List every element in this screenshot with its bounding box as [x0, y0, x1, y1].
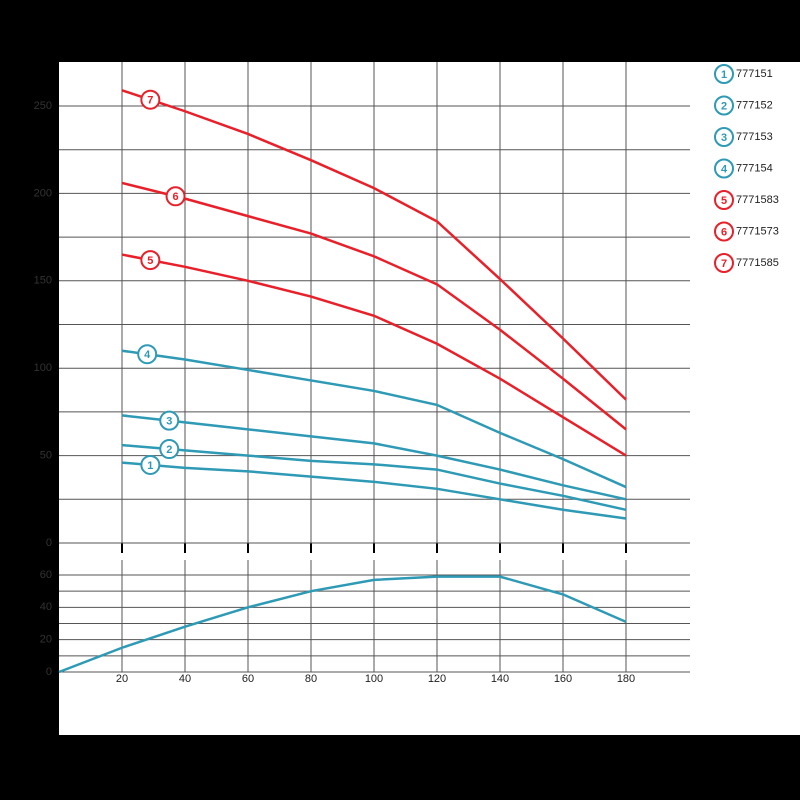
- legend-marker-label: 4: [721, 163, 728, 175]
- y-tick-label: 0: [46, 666, 52, 678]
- legend-label: 777154: [736, 162, 773, 174]
- x-tick-label: 80: [305, 673, 317, 685]
- legend-marker: [714, 221, 734, 242]
- y-tick-label: 20: [40, 634, 52, 646]
- legend-marker: [714, 64, 734, 84]
- curve-marker: [165, 186, 186, 207]
- line-series: [58, 575, 627, 674]
- background: [0, 62, 800, 735]
- curve-marker: [159, 439, 180, 460]
- legend-marker-label: 2: [721, 100, 727, 112]
- curve-marker-label: 2: [166, 444, 172, 456]
- x-tick-label: 160: [554, 673, 572, 685]
- y-tick-label: 200: [34, 187, 52, 199]
- y-tick-label: 60: [40, 569, 52, 581]
- legend-marker-label: 5: [721, 195, 727, 207]
- curve-marker: [140, 250, 161, 271]
- y-tick-label: 0: [46, 537, 52, 549]
- curve-marker-label: 7: [147, 95, 153, 107]
- legend-label: 777152: [736, 99, 773, 111]
- legend-label: 7771585: [736, 257, 779, 269]
- legend-marker: [714, 253, 734, 273]
- y-tick-label: 50: [40, 450, 52, 462]
- curve-marker-label: 5: [147, 255, 153, 267]
- curve-marker-label: 1: [147, 460, 153, 472]
- legend-marker: [714, 95, 734, 116]
- legend-marker-label: 6: [721, 226, 727, 238]
- legend-marker-label: 3: [721, 132, 727, 144]
- curve-marker: [140, 454, 161, 475]
- legend-marker-label: 1: [721, 69, 727, 81]
- line-series: [121, 414, 627, 501]
- line-series: [121, 443, 627, 512]
- curve-marker-label: 4: [144, 349, 151, 361]
- y-tick-label: 250: [34, 100, 52, 112]
- line-series: [121, 181, 627, 431]
- curve-marker: [159, 410, 180, 431]
- y-tick-label: 40: [40, 601, 52, 613]
- legend-label: 777151: [736, 68, 773, 80]
- x-tick-label: 20: [116, 673, 128, 685]
- legend-label: 7771573: [736, 225, 779, 237]
- curve-marker: [140, 89, 161, 110]
- legend-marker: [714, 158, 734, 179]
- x-tick-label: 140: [491, 673, 509, 685]
- line-series: [121, 461, 627, 520]
- x-tick-label: 40: [179, 673, 191, 685]
- legend-label: 777153: [736, 131, 773, 143]
- line-series: [121, 349, 627, 489]
- x-tick-label: 120: [428, 673, 446, 685]
- x-tick-label: 60: [242, 673, 254, 685]
- y-tick-label: 100: [34, 362, 52, 374]
- x-tick-label: 180: [617, 673, 635, 685]
- x-tick-label: 100: [365, 673, 383, 685]
- curve-marker: [137, 344, 158, 365]
- legend-marker: [714, 127, 734, 147]
- legend-label: 7771583: [736, 194, 779, 206]
- legend-marker: [714, 190, 734, 210]
- line-series: [121, 253, 627, 457]
- left-strip: [0, 62, 59, 735]
- curve-marker-label: 6: [172, 191, 178, 203]
- line-series: [121, 89, 627, 401]
- curve-marker-label: 3: [166, 416, 172, 428]
- legend-marker-label: 7: [721, 258, 727, 270]
- y-tick-label: 150: [34, 275, 52, 287]
